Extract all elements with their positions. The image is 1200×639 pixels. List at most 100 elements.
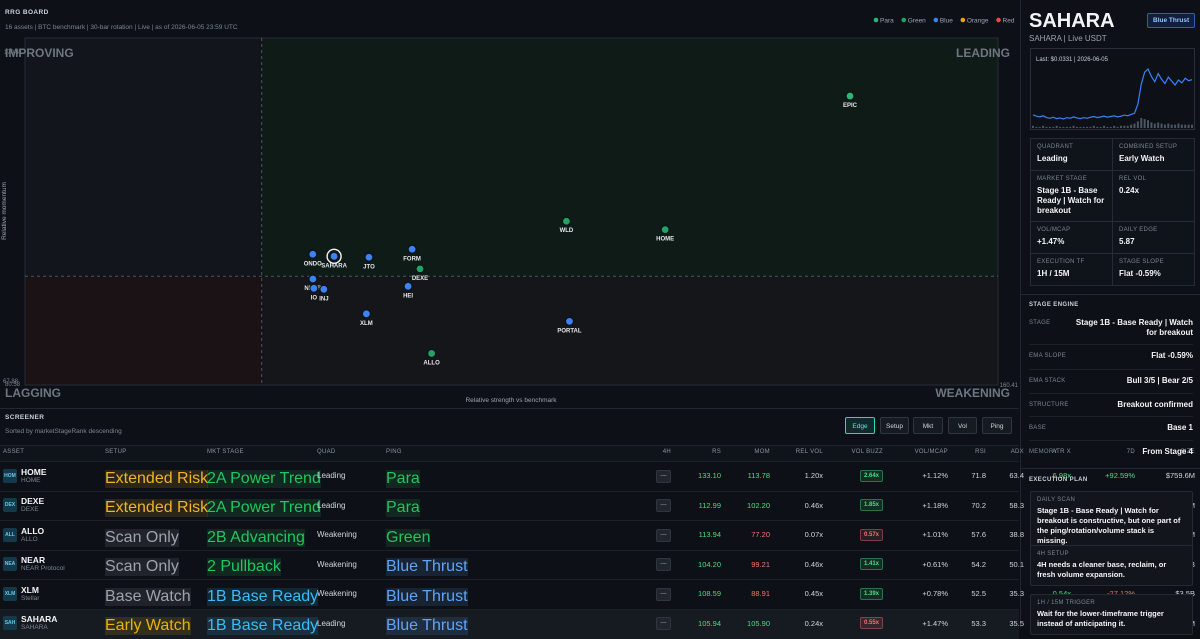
- divider: [1020, 294, 1200, 295]
- card-text: Stage 1B - Base Ready | Watch for breako…: [1037, 506, 1186, 546]
- engine-label: STRUCTURE: [1029, 402, 1069, 408]
- volume-bar: [1059, 127, 1061, 128]
- sort-button[interactable]: Vol: [948, 417, 977, 434]
- stat-label: STAGE SLOPE: [1119, 259, 1188, 265]
- volume-bar: [1032, 126, 1034, 128]
- point-label: JTO: [363, 264, 375, 270]
- cell-rel-vol: 0.45x: [805, 589, 823, 598]
- column-header: 4H: [663, 449, 671, 455]
- point-label: ONDO: [304, 261, 322, 267]
- volume-bar: [1073, 126, 1075, 128]
- cell-vol-mcap: +1.18%: [922, 501, 948, 510]
- column-header: RS: [712, 449, 721, 455]
- volume-bar: [1069, 127, 1071, 128]
- chip: Para: [386, 499, 420, 517]
- detail-badge: Blue Thrust: [1147, 13, 1195, 28]
- legend-label: Red: [1003, 18, 1015, 25]
- volume-bar: [1140, 118, 1142, 128]
- cell-d7: +92.59%: [1105, 471, 1135, 480]
- column-header: VOL BUZZ: [851, 449, 883, 455]
- point-label: HOME: [656, 237, 674, 243]
- sort-button[interactable]: Mkt: [913, 417, 943, 434]
- cell-mom: 88.91: [751, 589, 770, 598]
- cell-rs: 133.10: [698, 471, 721, 480]
- point-label: PORTAL: [557, 328, 582, 334]
- volume-bar: [1181, 125, 1183, 128]
- cell-vol-mcap: +0.78%: [922, 589, 948, 598]
- volume-bar: [1127, 126, 1129, 128]
- stat-label: EXECUTION TF: [1037, 259, 1106, 265]
- asset-symbol: ALLO: [21, 526, 44, 536]
- column-header: RSI: [975, 449, 986, 455]
- rrg-point: [404, 282, 412, 290]
- divider: [1020, 468, 1200, 469]
- chip: Early Watch: [105, 617, 191, 635]
- cell-vol-mcap: +1.01%: [922, 530, 948, 539]
- row-divider: [1029, 344, 1193, 345]
- quadrant: Weakening: [317, 560, 357, 569]
- volume-bar: [1056, 126, 1058, 128]
- point-label: EPIC: [843, 103, 858, 109]
- volume-bar: [1052, 127, 1054, 128]
- engine-label: EMA SLOPE: [1029, 353, 1066, 359]
- screener-title: SCREENER: [5, 414, 44, 421]
- price-line: [1033, 69, 1192, 119]
- legend-dot: [961, 18, 966, 23]
- cell-rel-vol: 0.24x: [805, 619, 823, 628]
- stat-value: Stage 1B - Base Ready | Watch for breako…: [1037, 186, 1106, 216]
- column-header: SETUP: [105, 449, 127, 455]
- rrg-point: [565, 317, 573, 325]
- chip: Extended Risk: [105, 499, 208, 517]
- quadrant: Leading: [317, 501, 345, 510]
- rrg-point: [320, 285, 328, 293]
- column-header: ADX: [1011, 449, 1024, 455]
- rrg-point: [330, 252, 338, 260]
- volume-bar: [1096, 127, 1098, 128]
- stat-value: 5.87: [1119, 237, 1188, 247]
- asset-name: Stellar: [21, 595, 39, 602]
- legend-dot: [874, 18, 879, 23]
- quadrant: Leading: [317, 619, 345, 628]
- stat-value: +1.47%: [1037, 237, 1106, 247]
- quadrant-label: LEADING: [956, 46, 1010, 60]
- engine-label: STAGE: [1029, 320, 1050, 326]
- engine-label: BASE: [1029, 425, 1046, 431]
- cell-adx: 50.1: [1009, 560, 1024, 569]
- rrg-point: [365, 253, 373, 261]
- sort-button[interactable]: Setup: [880, 417, 909, 434]
- engine-value: Stage 1B - Base Ready | Watch for breako…: [1068, 318, 1193, 338]
- volume-bar: [1147, 120, 1149, 128]
- stat-value: Flat -0.59%: [1119, 269, 1188, 279]
- chip: 2A Power Trend: [207, 470, 321, 488]
- engine-label: EMA STACK: [1029, 378, 1066, 384]
- rrg-point: [408, 245, 416, 253]
- sort-button[interactable]: Ping: [982, 417, 1012, 434]
- asset-symbol: SAHARA: [21, 614, 57, 624]
- volume-bar: [1093, 126, 1095, 128]
- cell-adx: 38.8: [1009, 530, 1024, 539]
- chip: 2B Advancing: [207, 529, 305, 547]
- chip: Blue Thrust: [386, 588, 468, 606]
- asset-symbol: HOME: [21, 467, 47, 477]
- card-label: 4H SETUP: [1037, 551, 1186, 557]
- four-hour: —: [656, 588, 671, 601]
- column-header: ASSET: [3, 449, 24, 455]
- sort-button[interactable]: Edge: [845, 417, 875, 434]
- volume-bar: [1046, 127, 1048, 128]
- volume-bar: [1090, 127, 1092, 128]
- chip: Base Watch: [105, 588, 191, 606]
- cell-rel-vol: 1.20x: [805, 471, 823, 480]
- volume-bar: [1167, 124, 1169, 128]
- chip: Scan Only: [105, 529, 179, 547]
- cell-rsi: 52.5: [971, 589, 986, 598]
- volume-bar: [1076, 127, 1078, 128]
- four-hour: —: [656, 617, 671, 630]
- cell-rel-vol: 0.46x: [805, 501, 823, 510]
- volume-bar: [1174, 125, 1176, 128]
